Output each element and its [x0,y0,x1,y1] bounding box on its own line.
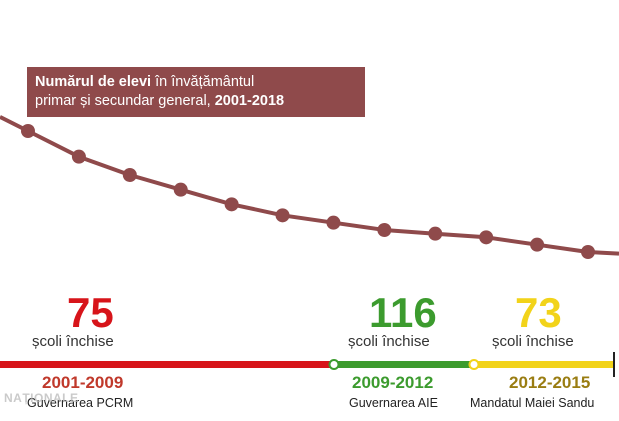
data-point-2002 [71,149,86,164]
title-years: 2001-2018 [214,93,285,109]
data-point-2007 [326,215,341,230]
data-point-2009 [428,226,443,241]
period-3-count: 73 [515,289,562,336]
period-2-count: 116 [369,289,437,336]
data-point-2006 [275,208,290,223]
timeline-segment-1 [0,361,334,368]
period-2-government: Guvernarea AIE [349,396,438,410]
chart-title: Numărul de elevi în învățământul primar … [27,67,365,117]
period-2-label: școli închise [348,333,430,350]
data-point-2012 [581,245,595,259]
period-3-label: școli închise [492,333,574,350]
title-line2: primar și secundar general, [35,93,215,109]
period-2-years: 2009-2012 [352,373,434,392]
data-point-2008 [377,223,392,237]
title-normal: în învățământul [151,74,255,90]
period-1-government: Guvernarea PCRM [27,396,134,410]
title-bold: Numărul de elevi [35,74,152,90]
data-point-2004 [173,182,188,197]
data-point-2011 [530,237,545,252]
period-1-count: 75 [67,289,114,336]
data-point-2005 [224,197,239,212]
timeline-segment-3 [474,361,614,368]
watermark-logo: NAȚIONALE [4,391,79,405]
period-1-label: școli închise [32,333,114,350]
period-1-years: 2001-2009 [42,373,124,392]
timeline-marker-2 [468,359,480,370]
timeline-marker-1 [328,359,340,370]
timeline-segment-2 [334,361,474,368]
data-point-2003 [122,168,137,182]
period-3-government: Mandatul Maiei Sandu [470,396,595,410]
period-3-years: 2012-2015 [509,373,591,392]
data-point-2010 [479,230,494,245]
series-line [0,115,619,256]
data-point-2001 [21,124,35,138]
